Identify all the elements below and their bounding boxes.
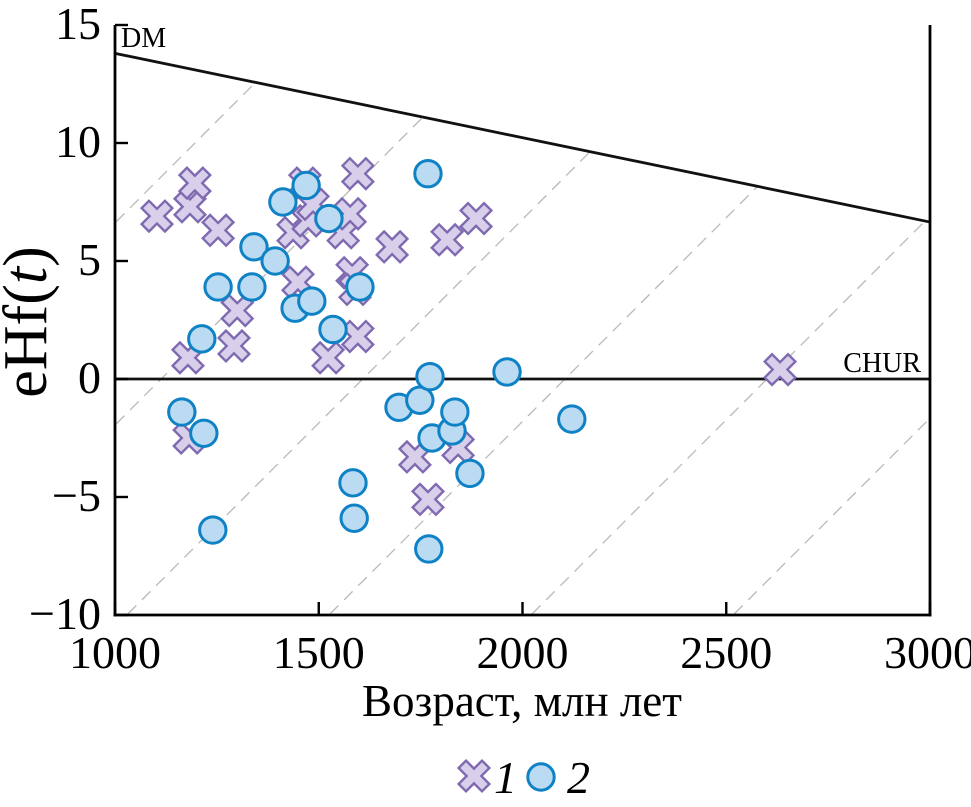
series-2-point <box>415 361 445 392</box>
series-2-point <box>338 468 368 498</box>
legend-marker-cross-icon <box>456 758 492 794</box>
dm-label: DM <box>121 23 166 54</box>
series-1-point <box>340 319 375 354</box>
legend-marker-circle-icon <box>526 762 556 792</box>
series-1-point <box>201 213 236 248</box>
series-2-point <box>167 397 197 427</box>
evolution-guide-line <box>531 220 926 615</box>
series-2-point <box>198 515 228 545</box>
y-axis-title-post: ) <box>0 246 60 267</box>
series-2-point <box>189 418 219 448</box>
y-tick-label: −10 <box>29 588 101 639</box>
series-2-point <box>455 458 485 489</box>
series-2-point <box>260 246 290 276</box>
series-2-point <box>297 286 327 316</box>
series-2-point <box>203 272 233 302</box>
x-tick-label: 2500 <box>680 627 772 678</box>
chur-label: CHUR <box>843 348 921 379</box>
series-1-point <box>375 229 410 264</box>
evolution-guide-line <box>115 81 257 223</box>
x-tick-label: 3000 <box>884 627 971 678</box>
series-2-point <box>237 272 267 302</box>
series-2-point <box>414 534 444 564</box>
x-tick-labels: 1000 1500 2000 2500 3000 <box>69 627 971 678</box>
series-2-point <box>268 187 298 217</box>
x-axis-title: Возраст, млн лет <box>362 676 682 726</box>
y-tick-label: 0 <box>78 352 101 403</box>
series-2-point <box>339 503 369 533</box>
x-tick-label: 1500 <box>273 627 365 678</box>
y-tick-label: 5 <box>78 234 101 285</box>
series-1-point <box>340 156 375 191</box>
series-1-point <box>410 482 446 517</box>
series-2-points <box>167 158 587 564</box>
series-2-point <box>345 272 375 302</box>
series-1-point <box>139 199 175 234</box>
series-2-point <box>291 170 321 201</box>
series-1-point <box>762 352 798 387</box>
y-tick-label: 10 <box>55 116 101 167</box>
x-tick-label: 1000 <box>69 627 161 678</box>
evolution-guide-line <box>329 185 759 615</box>
y-tick-label: 15 <box>55 0 101 49</box>
series-1-point <box>177 166 212 201</box>
y-tick-labels: 15 10 5 0 −5 −10 <box>29 0 101 639</box>
y-axis-title-var: t <box>0 265 60 284</box>
series-1-point <box>216 328 252 364</box>
series-1-point <box>459 201 494 236</box>
series-2-point <box>492 357 522 387</box>
series-2-point <box>314 203 344 234</box>
series-2-point <box>239 232 269 262</box>
series-2-point <box>557 404 587 434</box>
axes <box>113 23 932 617</box>
x-tick-label: 2000 <box>477 627 569 678</box>
series-2-point <box>187 324 217 354</box>
series-layer <box>139 156 798 564</box>
series-2-point <box>440 397 470 427</box>
evolution-guide-line <box>733 418 930 615</box>
dm-line <box>114 51 931 224</box>
series-1-point <box>430 222 465 257</box>
y-axis-title-pre: eHf( <box>0 284 60 398</box>
legend-label-1: 1 <box>494 752 517 803</box>
legend: 1 2 <box>456 752 590 803</box>
y-tick-label: −5 <box>52 470 101 521</box>
series-2-point <box>413 158 443 189</box>
series-2-point <box>318 314 348 345</box>
y-axis-title: eHf(t) <box>0 246 60 397</box>
legend-label-2: 2 <box>567 752 590 803</box>
